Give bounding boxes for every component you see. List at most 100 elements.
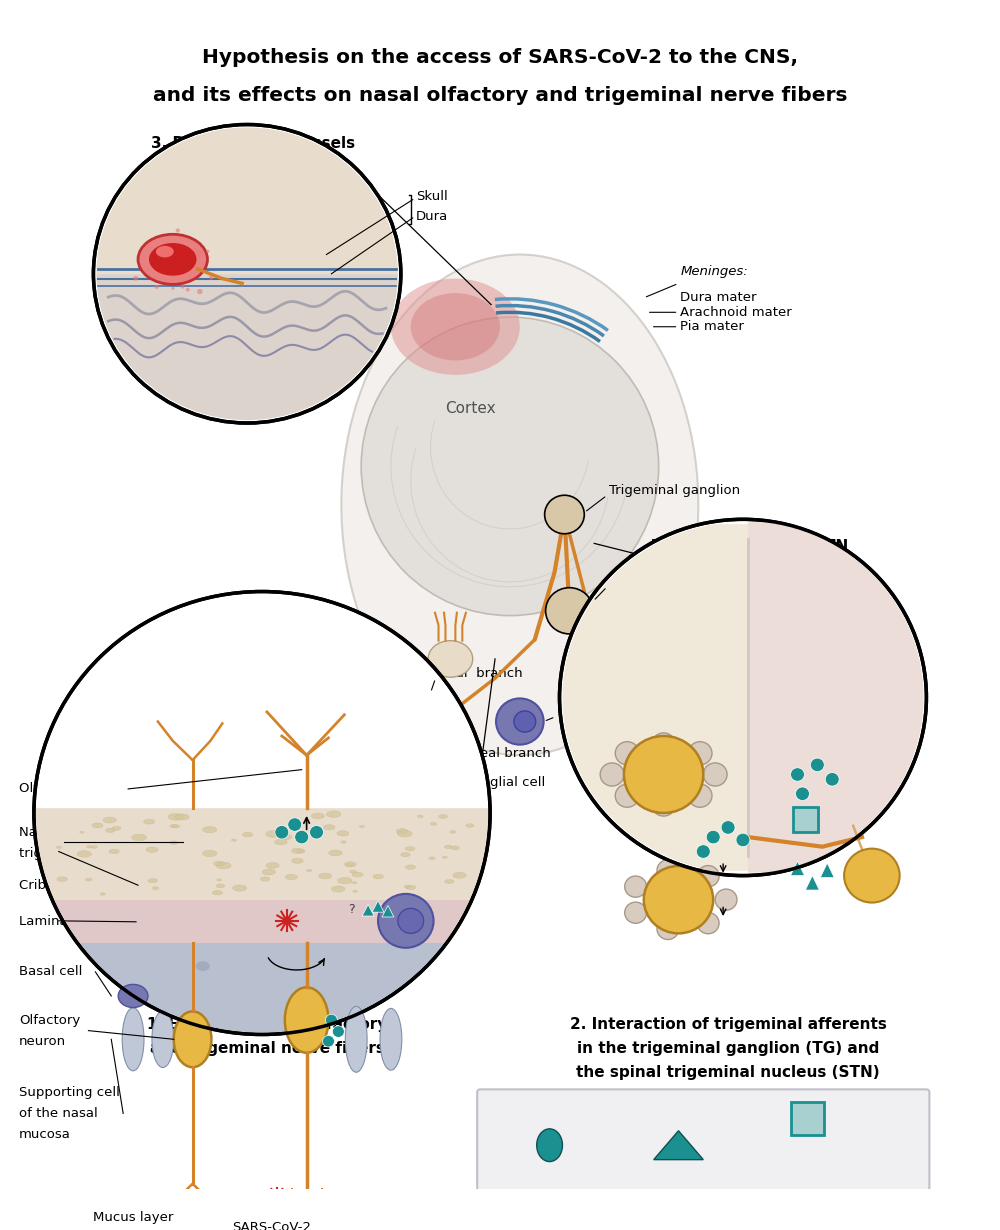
Text: Meningeal branch: Meningeal branch [431,747,550,760]
Ellipse shape [341,255,698,755]
Circle shape [600,763,624,786]
Wedge shape [96,128,398,274]
Ellipse shape [323,824,335,830]
Text: 2. Interaction of trigeminal afferents: 2. Interaction of trigeminal afferents [570,1017,887,1032]
Ellipse shape [411,293,500,360]
Text: Dura: Dura [416,209,448,223]
Circle shape [282,916,291,925]
Ellipse shape [168,813,183,820]
Text: Immune
cell: Immune cell [558,692,612,721]
Circle shape [736,833,750,846]
Ellipse shape [297,850,305,854]
Ellipse shape [352,882,357,884]
Text: and trigeminal nerve fibers: and trigeminal nerve fibers [150,1042,384,1057]
Circle shape [34,592,490,1034]
Ellipse shape [417,815,423,818]
Ellipse shape [175,814,189,820]
Circle shape [496,699,544,744]
Text: Cribiform plate: Cribiform plate [19,878,119,892]
Circle shape [155,285,159,289]
Circle shape [273,1194,281,1203]
Ellipse shape [266,862,279,868]
Ellipse shape [341,841,346,844]
Text: of the nasal: of the nasal [19,1107,98,1121]
Polygon shape [562,524,923,871]
Circle shape [378,894,434,948]
Text: Olfactory: Olfactory [19,1014,80,1027]
Polygon shape [80,943,444,1032]
Circle shape [844,849,900,903]
Polygon shape [36,808,488,899]
Circle shape [652,733,676,756]
Ellipse shape [397,830,412,836]
Circle shape [186,288,190,292]
Text: in the trigeminal ganglion (TG) and: in the trigeminal ganglion (TG) and [577,1042,879,1057]
Ellipse shape [391,278,520,375]
Ellipse shape [233,886,247,892]
Ellipse shape [118,984,148,1007]
Ellipse shape [275,839,287,845]
Text: Satellite glial cell: Satellite glial cell [431,776,545,788]
Circle shape [197,289,203,294]
Circle shape [796,787,809,801]
Circle shape [825,772,839,786]
Ellipse shape [173,825,180,828]
Ellipse shape [445,879,454,883]
Circle shape [275,825,289,839]
Text: CGRP: CGRP [528,1171,571,1187]
Circle shape [191,248,196,253]
Circle shape [288,818,302,831]
Text: Basal cell: Basal cell [19,966,82,978]
Text: Cytokines: Cytokines [641,1171,716,1187]
Text: Glutamate: Glutamate [767,1171,848,1187]
Circle shape [657,919,679,940]
Ellipse shape [109,849,119,854]
Text: the spinal trigeminal nucleus (STN): the spinal trigeminal nucleus (STN) [576,1065,880,1080]
Circle shape [615,785,639,807]
Ellipse shape [144,819,155,824]
Circle shape [688,742,712,765]
Ellipse shape [217,879,222,881]
Ellipse shape [174,1011,211,1068]
Ellipse shape [279,834,292,840]
Ellipse shape [152,887,159,889]
Polygon shape [748,523,923,873]
Ellipse shape [292,859,303,863]
Circle shape [310,825,323,839]
Text: Trigeminal ganglion: Trigeminal ganglion [609,483,740,497]
Text: Mucus layer: Mucus layer [93,1210,174,1224]
Ellipse shape [149,244,197,276]
Text: Spinal trigeminal nucleus: Spinal trigeminal nucleus [609,576,779,588]
Circle shape [791,768,804,781]
Ellipse shape [380,1009,402,1070]
Ellipse shape [170,841,178,845]
Circle shape [624,736,703,813]
Text: 3. Dilated blood vessels: 3. Dilated blood vessels [151,137,355,151]
Ellipse shape [331,886,345,892]
Ellipse shape [216,862,231,868]
Circle shape [706,830,720,844]
Ellipse shape [405,865,415,870]
Circle shape [325,1015,337,1026]
Ellipse shape [428,641,473,678]
Polygon shape [791,861,804,876]
Ellipse shape [214,861,225,866]
Circle shape [703,763,727,786]
Circle shape [514,711,536,732]
Ellipse shape [404,886,411,888]
Ellipse shape [148,878,157,883]
Ellipse shape [326,811,341,818]
Ellipse shape [203,827,217,833]
Ellipse shape [307,870,312,872]
Ellipse shape [170,824,178,828]
Polygon shape [820,863,834,877]
Text: Meninges:: Meninges: [680,266,748,278]
Ellipse shape [405,846,415,851]
Ellipse shape [245,1192,259,1200]
Circle shape [93,124,401,423]
Ellipse shape [285,875,297,879]
Ellipse shape [285,988,328,1053]
Circle shape [652,793,676,815]
Wedge shape [96,274,398,421]
Ellipse shape [337,830,349,836]
